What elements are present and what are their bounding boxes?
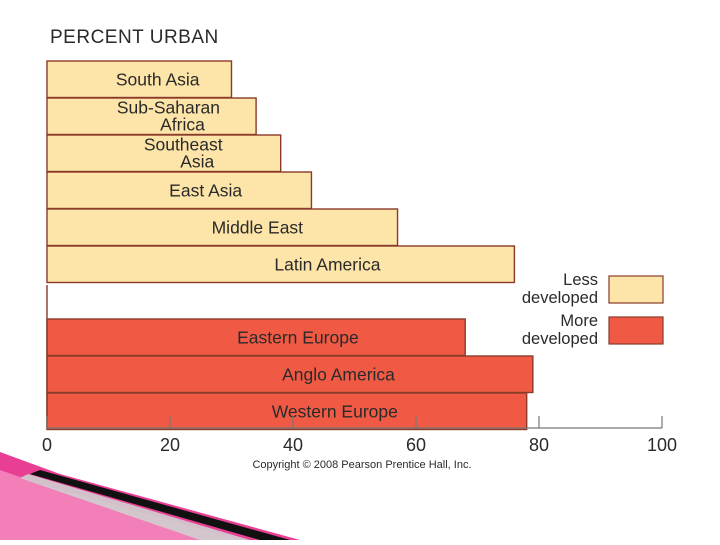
legend-swatch-less-developed — [608, 275, 664, 304]
bar-label-east-asia: East Asia — [169, 180, 242, 200]
bar-label-eastern-europe: Eastern Europe — [237, 327, 359, 347]
x-tick-label-60: 60 — [406, 435, 426, 455]
bar-label-southeast-asia-line-2: Asia — [180, 151, 214, 171]
grey-streak — [20, 474, 250, 540]
legend-label-less-developed-line-2: developed — [522, 289, 598, 307]
bar-south-asia — [46, 60, 233, 99]
bar-label-south-asia: South Asia — [116, 69, 200, 89]
legend-swatch-more-developed — [608, 316, 664, 345]
legend-label-more-developed-line-2: developed — [522, 330, 598, 348]
x-tick-label-20: 20 — [160, 435, 180, 455]
bar-latin-america — [46, 245, 516, 284]
bar-label-southeast-asia-line-1: Southeast — [144, 134, 223, 154]
bar-label-sub-saharan-africa-line-2: Africa — [160, 114, 205, 134]
bar-label-latin-america: Latin America — [274, 254, 380, 274]
x-tick-label-40: 40 — [283, 435, 303, 455]
legend-label-more-developed-line-1: More — [560, 312, 598, 330]
bar-sub-saharan-africa — [46, 97, 257, 136]
pink-streak-light — [0, 470, 240, 540]
bar-label-anglo-america: Anglo America — [282, 364, 395, 384]
chart-title: PERCENT URBAN — [50, 27, 219, 48]
bar-label-western-europe: Western Europe — [272, 401, 398, 421]
bar-southeast-asia — [46, 134, 282, 173]
x-axis: 0 20 40 60 80 100 — [42, 285, 677, 455]
bar-east-asia — [46, 171, 313, 210]
bar-label-sub-saharan-africa-line-1: Sub-Saharan — [117, 97, 220, 117]
legend-label-less-developed-line-1: Less — [563, 271, 598, 289]
x-tick-label-100: 100 — [647, 435, 677, 455]
x-tick-label-80: 80 — [529, 435, 549, 455]
black-streak — [30, 470, 290, 540]
slide-decoration — [0, 452, 300, 540]
x-tick-label-0: 0 — [42, 435, 52, 455]
bar-label-middle-east: Middle East — [212, 217, 304, 237]
copyright-note: Copyright © 2008 Pearson Prentice Hall, … — [252, 459, 471, 471]
bars: South Asia Sub-SaharanAfricaSoutheastAsia… — [46, 60, 534, 431]
